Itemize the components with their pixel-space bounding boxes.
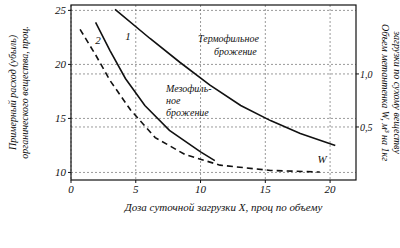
annotation: ное xyxy=(166,95,181,106)
y2-axis-label: загрузки по сухому веществу xyxy=(392,30,400,154)
grid-line xyxy=(71,64,356,65)
tick-label: 20 xyxy=(325,183,337,195)
series-line xyxy=(115,9,335,145)
tick-label: 10 xyxy=(55,166,67,178)
grid-line xyxy=(330,5,331,180)
tick-label: 5 xyxy=(133,183,139,195)
series-label: 1 xyxy=(125,30,131,42)
tick-label: 20 xyxy=(55,58,67,70)
series-line xyxy=(80,29,320,172)
x-axis-label: Доза суточной загрузки X, проц по объему xyxy=(124,201,323,213)
grid-line xyxy=(71,126,356,127)
tick-label: 10 xyxy=(195,183,207,195)
tick-label: 25 xyxy=(55,4,67,16)
annotation: Мезофиль- xyxy=(165,83,212,94)
tick-label: 0,5 xyxy=(360,122,373,133)
series-line xyxy=(96,22,215,160)
plot-frame xyxy=(71,5,356,180)
tick-label: 0 xyxy=(68,183,74,195)
y-axis-label: Примерный расход (убыль) xyxy=(7,34,19,151)
curves xyxy=(80,9,335,172)
y2-axis-label: Объем метантенка W, м³ на 1кг xyxy=(380,24,391,161)
grid-line xyxy=(71,73,356,74)
tick-label: 15 xyxy=(260,183,272,195)
grid-line xyxy=(265,5,266,180)
annotation: брожение xyxy=(214,46,257,57)
grid-line xyxy=(71,118,356,119)
grid-line xyxy=(71,172,356,173)
y-axis-label: органического вещества, проц. xyxy=(19,26,30,158)
series-label: 2 xyxy=(95,34,101,46)
annotation: брожение xyxy=(166,107,209,118)
chart: 0 5 10 15 20 10 15 20 25 0,5 1,0 1 2 W Термофильное бро… xyxy=(0,0,400,248)
tick-label: 15 xyxy=(55,112,67,124)
annotation: Термофильное xyxy=(198,33,259,44)
grid-line xyxy=(71,10,356,11)
series-label: W xyxy=(317,153,327,165)
tick-label: 1,0 xyxy=(360,69,373,80)
